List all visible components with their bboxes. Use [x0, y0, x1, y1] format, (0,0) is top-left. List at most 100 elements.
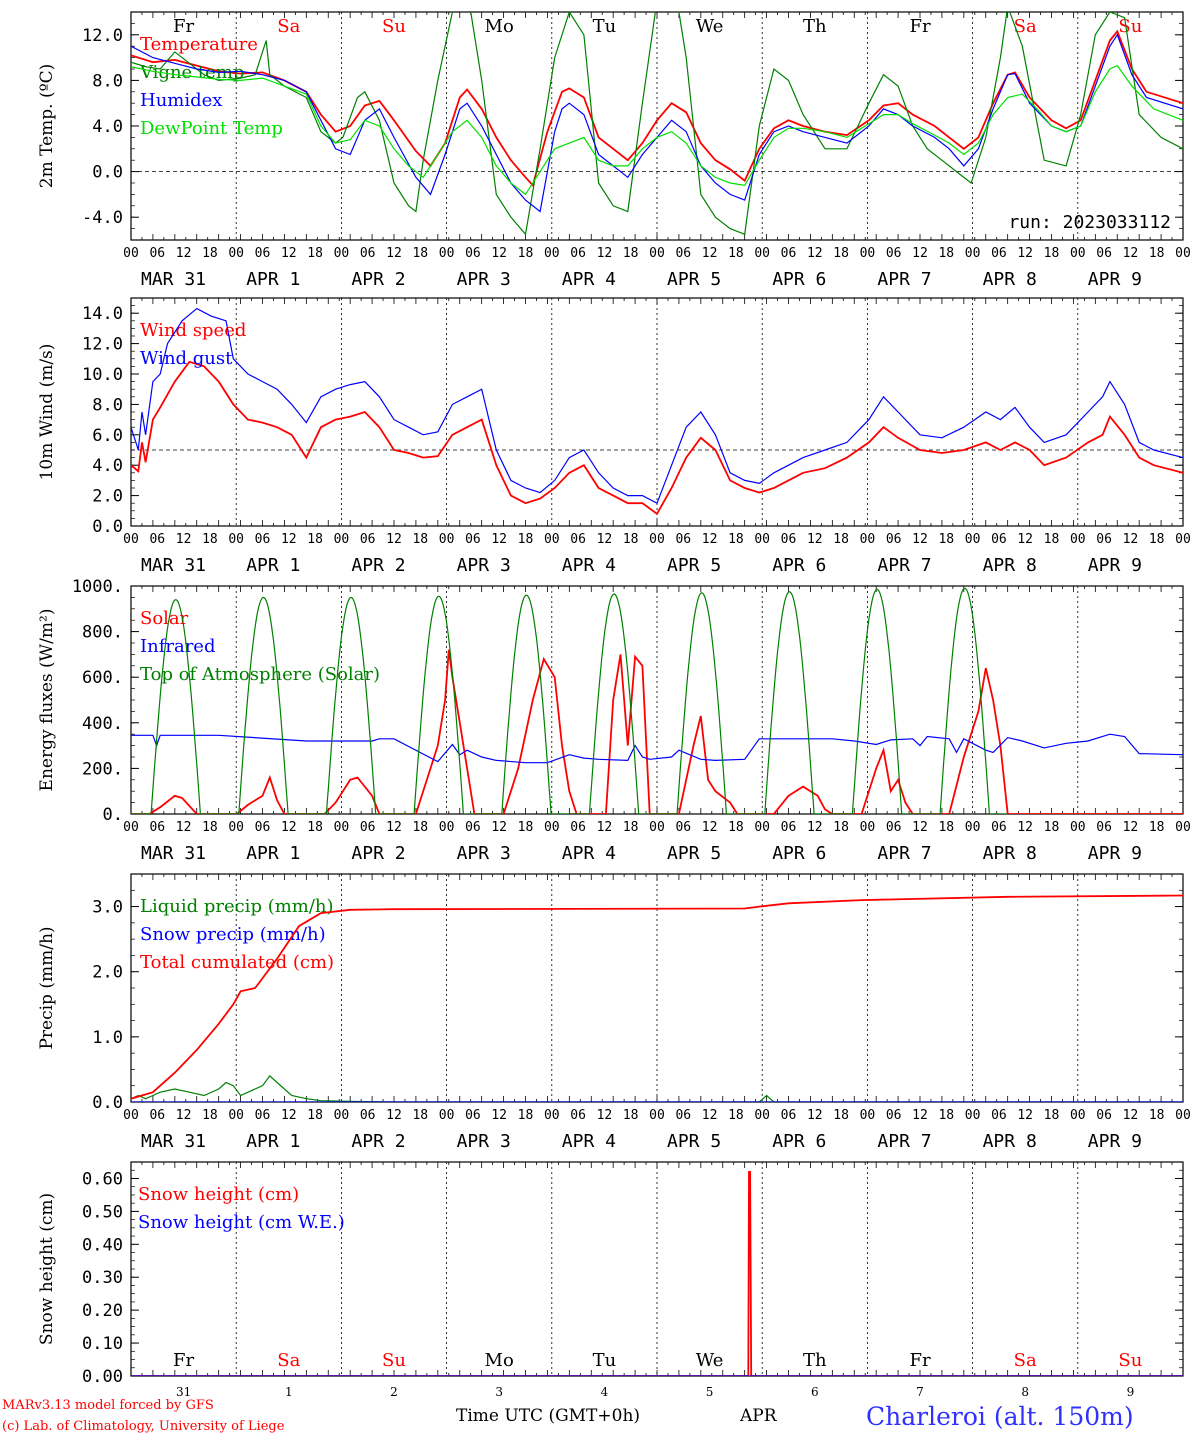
energy-date-label: MAR 31: [141, 843, 206, 864]
energy-panel: 0. 200. 400. 600. 800. 1000. Energy fluxes (W/…: [37, 577, 1191, 864]
temperature-date-label: APR 4: [562, 269, 616, 290]
energy-y-tick-label: 1000.: [72, 577, 123, 597]
temperature-hour-label: 12: [491, 246, 507, 261]
temperature-weekday-label: Su: [382, 16, 406, 37]
wind-date-label: MAR 31: [141, 555, 206, 576]
precip-hour-label: 18: [728, 1108, 744, 1123]
model-credit: MARv3.13 model forced by GFS: [2, 1398, 214, 1413]
precip-hour-label: 12: [1123, 1108, 1139, 1123]
wind-hour-label: 18: [1044, 532, 1060, 547]
snow-panel: 0.00 0.10 0.20 0.30 0.40 0.50 0.60 Snow height …: [37, 1161, 1184, 1399]
temperature-y-tick-label: 0.0: [92, 163, 123, 183]
precip-hour-label: 12: [1017, 1108, 1033, 1123]
temperature-hour-label: 18: [1149, 246, 1165, 261]
time-axis-title: Time UTC (GMT+0h): [456, 1406, 641, 1426]
wind-hour-label: 00: [228, 532, 244, 547]
snow-y-tick-label: 0.20: [82, 1301, 123, 1321]
energy-y-tick-label: 800.: [82, 623, 123, 643]
wind-legend-0: Wind speed: [140, 320, 246, 341]
precip-hour-label: 00: [860, 1108, 876, 1123]
precip-hour-label: 18: [833, 1108, 849, 1123]
wind-hour-label: 00: [754, 532, 770, 547]
temperature-y-tick-label: -4.0: [82, 208, 123, 228]
energy-hour-label: 18: [412, 820, 428, 835]
temperature-date-label: APR 9: [1088, 269, 1142, 290]
precip-hour-label: 06: [570, 1108, 586, 1123]
energy-hour-label: 18: [623, 820, 639, 835]
temperature-legend-3: DewPoint Temp: [140, 118, 283, 139]
wind-hour-label: 06: [465, 532, 481, 547]
wind-panel: 0.0 2.0 4.0 6.0 8.0 10.0 12.0 14.0 10m Wind (m/s…: [37, 297, 1191, 576]
energy-hour-label: 12: [281, 820, 297, 835]
energy-hour-label: 00: [965, 820, 981, 835]
precip-hour-label: 12: [491, 1108, 507, 1123]
energy-hour-label: 00: [228, 820, 244, 835]
snow-y-tick-label: 0.00: [82, 1367, 123, 1387]
wind-hour-label: 06: [255, 532, 271, 547]
energy-date-label: APR 3: [457, 843, 511, 864]
precip-y-tick-label: 0.0: [92, 1093, 123, 1113]
temperature-date-label: APR 1: [246, 269, 300, 290]
snow-weekday-label: Tu: [593, 1350, 617, 1371]
wind-date-label: APR 6: [772, 555, 826, 576]
temperature-legend-1: Vigne temp: [139, 62, 244, 83]
temperature-hour-label: 12: [702, 246, 718, 261]
temperature-hour-label: 00: [1175, 246, 1191, 261]
wind-hour-label: 18: [833, 532, 849, 547]
wind-y-tick-label: 4.0: [92, 456, 123, 476]
temperature-hour-label: 06: [886, 246, 902, 261]
wind-hour-label: 06: [991, 532, 1007, 547]
precip-hour-label: 18: [1044, 1108, 1060, 1123]
precip-hour-label: 06: [360, 1108, 376, 1123]
precip-hour-label: 12: [386, 1108, 402, 1123]
bottom-day-number: 5: [706, 1385, 714, 1399]
energy-hour-label: 06: [675, 820, 691, 835]
temperature-weekday-label: Fr: [173, 16, 194, 37]
temperature-weekday-label: Su: [1118, 16, 1142, 37]
precip-hour-label: 06: [255, 1108, 271, 1123]
temperature-hour-label: 00: [965, 246, 981, 261]
energy-y-tick-label: 400.: [82, 714, 123, 734]
precip-hour-label: 18: [938, 1108, 954, 1123]
precip-date-label: APR 7: [877, 1131, 931, 1152]
snow-weekday-label: Fr: [173, 1350, 194, 1371]
temperature-hour-label: 12: [386, 246, 402, 261]
energy-y-tick-label: 200.: [82, 759, 123, 779]
temperature-hour-label: 12: [912, 246, 928, 261]
temperature-hour-label: 06: [255, 246, 271, 261]
energy-date-label: APR 7: [877, 843, 931, 864]
temperature-hour-label: 06: [149, 246, 165, 261]
wind-y-tick-label: 8.0: [92, 395, 123, 415]
temperature-weekday-label: Fr: [909, 16, 930, 37]
wind-hour-label: 00: [860, 532, 876, 547]
temperature-panel: -4.0 0.0 4.0 8.0 12.0 2m Temp. (ºC) 00 06 12 18 MA…: [37, 11, 1191, 290]
energy-date-label: APR 6: [772, 843, 826, 864]
wind-hour-label: 18: [412, 532, 428, 547]
temperature-legend-0: Temperature: [140, 34, 258, 55]
station-title: Charleroi (alt. 150m): [866, 1402, 1134, 1431]
wind-y-tick-label: 14.0: [82, 304, 123, 324]
temperature-hour-label: 00: [228, 246, 244, 261]
precip-hour-label: 06: [886, 1108, 902, 1123]
temperature-legend-2: Humidex: [140, 90, 222, 111]
precip-hour-label: 18: [412, 1108, 428, 1123]
wind-hour-label: 18: [623, 532, 639, 547]
energy-hour-label: 12: [702, 820, 718, 835]
temperature-hour-label: 12: [281, 246, 297, 261]
energy-hour-label: 00: [1175, 820, 1191, 835]
energy-hour-label: 00: [334, 820, 350, 835]
precip-series-2-line: [131, 894, 1183, 1100]
wind-hour-label: 12: [597, 532, 613, 547]
wind-date-label: APR 1: [246, 555, 300, 576]
wind-hour-label: 00: [965, 532, 981, 547]
temperature-weekday-label: Sa: [1014, 16, 1037, 37]
temperature-date-label: APR 3: [457, 269, 511, 290]
wind-hour-label: 12: [386, 532, 402, 547]
temperature-date-label: APR 5: [667, 269, 721, 290]
precip-date-label: APR 9: [1088, 1131, 1142, 1152]
temperature-hour-label: 18: [728, 246, 744, 261]
bottom-day-number: 2: [390, 1385, 398, 1399]
temperature-hour-label: 12: [807, 246, 823, 261]
energy-hour-label: 18: [728, 820, 744, 835]
temperature-hour-label: 06: [360, 246, 376, 261]
